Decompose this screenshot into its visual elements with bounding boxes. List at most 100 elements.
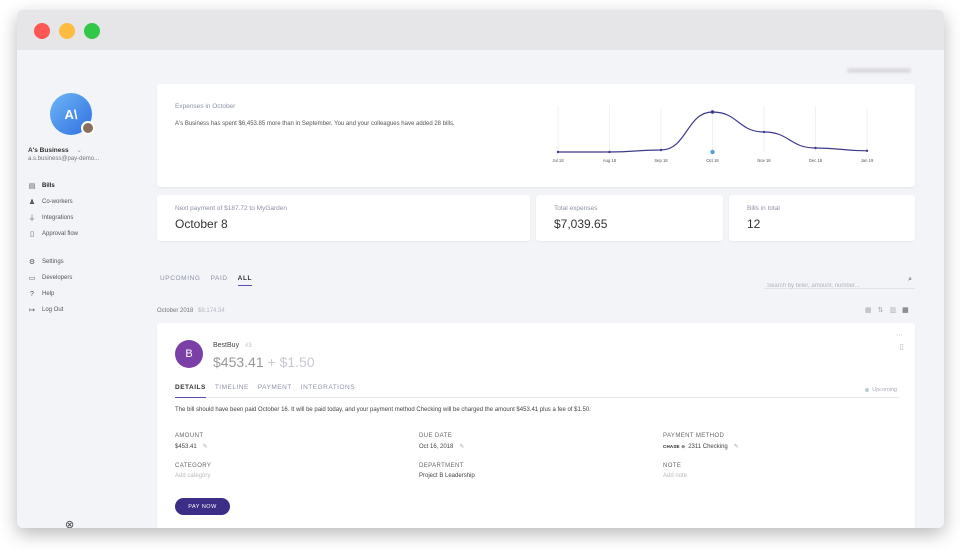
amount-label: AMOUNT xyxy=(175,433,204,439)
sidebar-item-co-workers[interactable]: ♟ Co-workers xyxy=(28,194,78,210)
chart-tick-label: Nov 18 xyxy=(757,158,771,163)
chart-tick-label: Dec 18 xyxy=(809,158,823,163)
close-window-button[interactable] xyxy=(34,23,50,39)
pay-now-button[interactable]: PAY NOW xyxy=(175,498,230,515)
business-switcher[interactable]: A's Business ⌄ xyxy=(28,146,82,154)
chart-point[interactable] xyxy=(556,150,560,154)
gear-icon: ⚙ xyxy=(28,259,36,266)
edit-due-date-icon[interactable]: ✎ xyxy=(459,444,465,450)
maximize-window-button[interactable] xyxy=(84,23,100,39)
tab-details[interactable]: DETAILS xyxy=(175,384,206,398)
expenses-chart: Jul 18 Aug 18 Sep 18 Oct 18 Nov 18 Dec 18 Jan … xyxy=(552,106,874,163)
biller-name: BestBuy xyxy=(213,342,240,349)
status-dot-icon xyxy=(865,387,870,392)
list-view-icon[interactable]: ▥ xyxy=(889,307,897,314)
due-date-field: DUE DATE Oct 16, 2018 ✎ xyxy=(419,433,464,450)
chart-point[interactable] xyxy=(659,148,663,152)
sidebar-item-integrations[interactable]: ⏚ Integrations xyxy=(28,210,78,226)
payment-method-value: 2311 Checking xyxy=(688,444,728,450)
document-icon: ▤ xyxy=(28,183,36,190)
bills-total-value: 12 xyxy=(747,217,761,231)
status-text: Upcoming xyxy=(872,387,897,393)
chart-point[interactable] xyxy=(608,150,611,154)
chevron-down-icon: ⌄ xyxy=(76,147,82,154)
search-box: ⌕ xyxy=(764,274,915,289)
note-input[interactable]: Add note xyxy=(663,473,688,479)
help-icon: ? xyxy=(30,290,34,298)
business-name: A's Business xyxy=(28,147,69,154)
edit-payment-method-icon[interactable]: ✎ xyxy=(733,444,739,450)
bills-total-label: Bills in total xyxy=(747,205,780,212)
sidebar-item-help[interactable]: ? Help xyxy=(28,286,78,302)
sidebar-item-label: Approval flow xyxy=(42,231,79,237)
view-options: ▦ ⇅ ▥ ▦ xyxy=(859,306,909,314)
department-value[interactable]: Project B Leadership xyxy=(419,473,475,479)
sidebar-item-label: Bills xyxy=(42,183,55,189)
bills-total-card[interactable]: Bills in total 12 xyxy=(729,195,915,241)
chart-point[interactable] xyxy=(710,110,715,114)
chart-tick-label: Aug 18 xyxy=(603,158,617,163)
attachment-icon[interactable]: ▯ xyxy=(899,342,904,351)
bill-fee: + $1.50 xyxy=(263,354,315,370)
sidebar-item-settings[interactable]: ⚙ Settings xyxy=(28,254,78,270)
category-field: CATEGORY Add category xyxy=(175,463,211,479)
sidebar-item-developers[interactable]: ▭ Developers xyxy=(28,270,78,286)
chart-highlight-marker xyxy=(710,149,715,155)
business-email: a.s.business@pay-demo... xyxy=(28,156,100,162)
tab-all[interactable]: ALL xyxy=(237,275,253,286)
category-input[interactable]: Add category xyxy=(175,473,211,479)
chase-logo: CHASE ⊙ xyxy=(663,444,686,449)
search-input[interactable] xyxy=(764,283,894,289)
clipboard-icon: ▯ xyxy=(30,231,34,238)
due-date-value: Oct 16, 2018 xyxy=(419,444,454,450)
code-icon: ▭ xyxy=(28,275,36,282)
app-window: A\ A's Business ⌄ a.s.business@pay-demo.… xyxy=(17,10,944,528)
amount-value: $453.41 xyxy=(175,444,197,450)
bill-amount: $453.41 xyxy=(213,354,264,370)
chart-point[interactable] xyxy=(814,146,817,150)
month-amount: $8,174.34 xyxy=(198,308,225,314)
main-content: Expenses in October A's Business has spe… xyxy=(157,50,944,528)
sidebar-item-approval-flow[interactable]: ▯ Approval flow xyxy=(28,226,78,242)
bill-filter-tabs: UPCOMING PAID ALL xyxy=(160,275,262,286)
user-avatar[interactable] xyxy=(81,121,95,135)
biller-name-row: BestBuy #3 xyxy=(213,342,252,349)
minimize-window-button[interactable] xyxy=(59,23,75,39)
biller-avatar: B xyxy=(175,340,203,368)
payment-method-field: PAYMENT METHOD CHASE ⊙ 2311 Checking ✎ xyxy=(663,433,739,450)
payment-method-value-row: CHASE ⊙ 2311 Checking ✎ xyxy=(663,443,739,450)
tab-paid[interactable]: PAID xyxy=(210,275,228,282)
users-icon: ♟ xyxy=(28,199,36,206)
chart-tick-label: Jul 18 xyxy=(552,158,564,163)
chart-point[interactable] xyxy=(762,130,766,134)
expenses-description: A's Business has spent $6,453.85 more th… xyxy=(175,121,455,127)
total-expenses-card[interactable]: Total expenses $7,039.65 xyxy=(536,195,723,241)
next-payment-card[interactable]: Next payment of $187.72 to MyGarden Octo… xyxy=(157,195,530,241)
tab-upcoming[interactable]: UPCOMING xyxy=(160,275,201,282)
due-date-value-row: Oct 16, 2018 ✎ xyxy=(419,443,464,450)
business-logo[interactable]: A\ xyxy=(50,93,92,135)
edit-amount-icon[interactable]: ✎ xyxy=(202,444,208,450)
tab-integrations[interactable]: INTEGRATIONS xyxy=(300,384,356,391)
grid-view-icon[interactable]: ▦ xyxy=(902,307,909,314)
app-brand-icon[interactable]: ⊗ xyxy=(65,519,75,528)
chart-point[interactable] xyxy=(865,149,869,152)
payment-method-label: PAYMENT METHOD xyxy=(663,433,725,439)
plug-icon: ⏚ xyxy=(28,215,36,222)
sidebar-item-log-out[interactable]: ↦ Log Out xyxy=(28,302,78,318)
tab-timeline[interactable]: TIMELINE xyxy=(214,384,249,391)
sidebar-item-label: Log Out xyxy=(42,307,64,313)
bill-card: B BestBuy #3 $453.41 + $1.50 ⋯ ▯ DETAILS… xyxy=(157,323,915,528)
chart-tick-label: Sep 18 xyxy=(654,158,668,163)
expenses-card: Expenses in October A's Business has spe… xyxy=(157,84,915,187)
sidebar-item-label: Integrations xyxy=(42,215,74,221)
search-icon[interactable]: ⌕ xyxy=(908,276,912,283)
sort-icon[interactable]: ⇅ xyxy=(877,307,884,314)
more-options-icon[interactable]: ⋯ xyxy=(896,332,903,339)
sidebar-item-label: Help xyxy=(42,291,55,297)
export-icon[interactable]: ▦ xyxy=(865,307,872,314)
sidebar-item-bills[interactable]: ▤ Bills xyxy=(28,178,78,194)
tab-payment[interactable]: PAYMENT xyxy=(257,384,292,391)
department-label: DEPARTMENT xyxy=(419,463,464,469)
sidebar-item-label: Settings xyxy=(42,259,64,265)
